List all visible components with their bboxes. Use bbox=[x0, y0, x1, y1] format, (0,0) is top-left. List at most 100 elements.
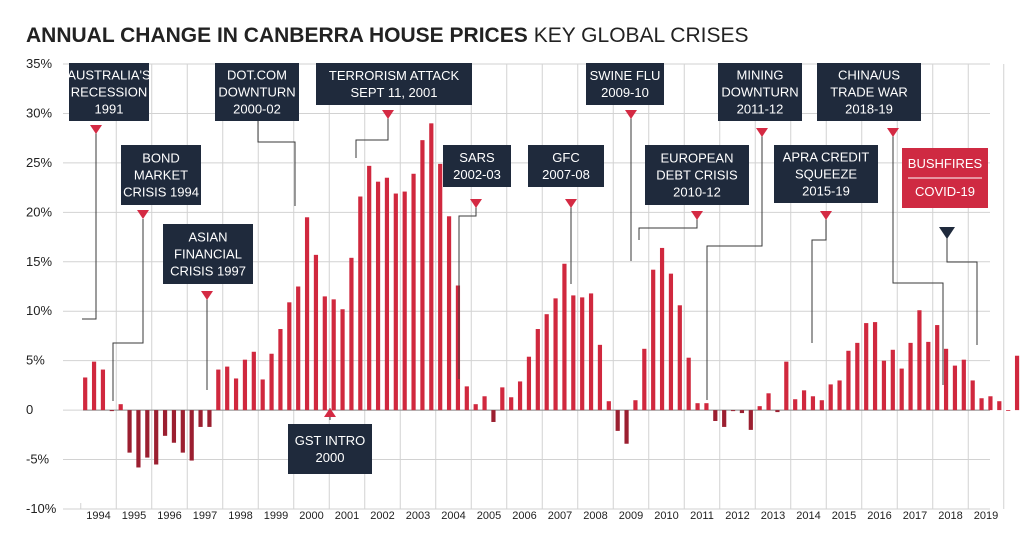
bar bbox=[100, 369, 106, 411]
bar bbox=[331, 299, 336, 411]
bar bbox=[136, 410, 141, 468]
bar bbox=[668, 273, 674, 411]
bar bbox=[429, 123, 434, 411]
x-tick-label: 1999 bbox=[264, 510, 288, 522]
callout-leader-line bbox=[946, 237, 978, 345]
bar bbox=[828, 384, 833, 411]
x-tick-label: 2000 bbox=[299, 510, 323, 522]
callout-text: 2018-19 bbox=[845, 102, 893, 117]
bar bbox=[917, 310, 922, 411]
bar bbox=[1006, 410, 1011, 411]
bar bbox=[926, 341, 931, 411]
bar bbox=[979, 398, 984, 411]
callout-marker-triangle bbox=[90, 125, 102, 134]
bar bbox=[748, 410, 753, 430]
x-tick-label: 2014 bbox=[796, 510, 820, 522]
bar bbox=[83, 377, 88, 411]
bar bbox=[606, 401, 611, 411]
axis-layer: 35% 30% 25% 20% 15% 10% 5% 0 -5% -10% 1994 1995 1996… bbox=[26, 56, 998, 522]
callout-text: 1991 bbox=[95, 102, 124, 117]
bar bbox=[198, 410, 203, 427]
bar bbox=[846, 350, 851, 411]
y-tick-label: 0 bbox=[26, 402, 33, 417]
bar bbox=[225, 366, 230, 411]
bar bbox=[233, 378, 239, 411]
bar bbox=[855, 342, 860, 411]
y-tick-label: -5% bbox=[26, 452, 50, 467]
callout-text: 2011-12 bbox=[737, 102, 784, 117]
callout-marker-triangle bbox=[625, 110, 637, 119]
bar bbox=[988, 396, 993, 411]
callout: SARS 2002-03 bbox=[443, 145, 511, 379]
bar bbox=[162, 410, 168, 436]
bar bbox=[677, 305, 682, 411]
x-tick-label: 2011 bbox=[690, 510, 714, 522]
bar bbox=[1014, 355, 1020, 411]
bar bbox=[580, 297, 585, 411]
callout-marker-triangle bbox=[887, 128, 899, 137]
bar bbox=[278, 329, 283, 411]
bar bbox=[739, 410, 745, 414]
x-tick-label: 1998 bbox=[228, 510, 252, 522]
bar bbox=[935, 325, 940, 411]
callout-text: MARKET bbox=[134, 168, 188, 183]
bar bbox=[597, 344, 603, 411]
x-tick-label: 2018 bbox=[938, 510, 962, 522]
callout-box bbox=[586, 63, 664, 105]
bar bbox=[464, 386, 469, 411]
callout-marker-triangle bbox=[939, 227, 955, 239]
bar bbox=[358, 196, 363, 411]
bar bbox=[553, 298, 558, 411]
bar bbox=[837, 380, 842, 411]
x-tick-label: 2013 bbox=[761, 510, 785, 522]
bar bbox=[251, 351, 256, 411]
chart-title-main: ANNUAL CHANGE IN CANBERRA HOUSE PRICES bbox=[26, 24, 528, 47]
bar bbox=[411, 173, 416, 411]
callout: CHINA/US TRADE WAR 2018-19 bbox=[817, 63, 944, 385]
callout-marker-triangle bbox=[137, 210, 149, 219]
bar bbox=[109, 410, 114, 412]
x-tick-label: 1996 bbox=[157, 510, 181, 522]
callout-marker-triangle bbox=[201, 291, 213, 300]
bar bbox=[624, 410, 629, 444]
x-tick-label: 2004 bbox=[441, 510, 465, 522]
bar bbox=[349, 257, 354, 411]
callout-text: EUROPEAN bbox=[661, 151, 734, 166]
bar bbox=[961, 359, 966, 411]
bar bbox=[287, 302, 292, 411]
callout-leader-line bbox=[706, 135, 763, 400]
y-tick-label: 30% bbox=[26, 105, 52, 120]
bar bbox=[872, 322, 878, 411]
bar bbox=[180, 410, 185, 453]
x-tick-label: 2001 bbox=[335, 510, 359, 522]
callout-text: MINING bbox=[737, 68, 784, 83]
bar bbox=[216, 369, 221, 411]
bar bbox=[899, 368, 904, 411]
bar bbox=[695, 403, 700, 411]
callout-text: SARS bbox=[459, 150, 495, 165]
bar bbox=[145, 410, 150, 458]
callout-text: SWINE FLU bbox=[590, 68, 661, 83]
callout: MINING DOWNTURN 2011-12 bbox=[706, 63, 802, 400]
chart-subtitle: KEY GLOBAL CRISES bbox=[534, 24, 749, 47]
bar bbox=[482, 396, 487, 411]
callout-box bbox=[774, 145, 878, 203]
y-tick-label: 15% bbox=[26, 254, 52, 269]
bar bbox=[322, 296, 327, 411]
bar bbox=[651, 269, 656, 411]
callout-text: FINANCIAL bbox=[174, 247, 242, 262]
callout-box bbox=[718, 63, 802, 121]
bar bbox=[642, 348, 647, 411]
callout-text: COVID-19 bbox=[915, 184, 975, 199]
callout-leader-line bbox=[458, 205, 477, 379]
callout-box bbox=[528, 145, 604, 187]
bar bbox=[393, 193, 398, 411]
callout-text: DEBT CRISIS bbox=[656, 168, 738, 183]
bar bbox=[242, 359, 248, 411]
bar bbox=[633, 400, 638, 411]
callout-text: DOT.COM bbox=[227, 68, 287, 83]
x-tick-label: 2005 bbox=[477, 510, 501, 522]
bar bbox=[500, 387, 505, 411]
x-tick-label: 2007 bbox=[548, 510, 572, 522]
callout-text: ASIAN bbox=[188, 230, 227, 245]
